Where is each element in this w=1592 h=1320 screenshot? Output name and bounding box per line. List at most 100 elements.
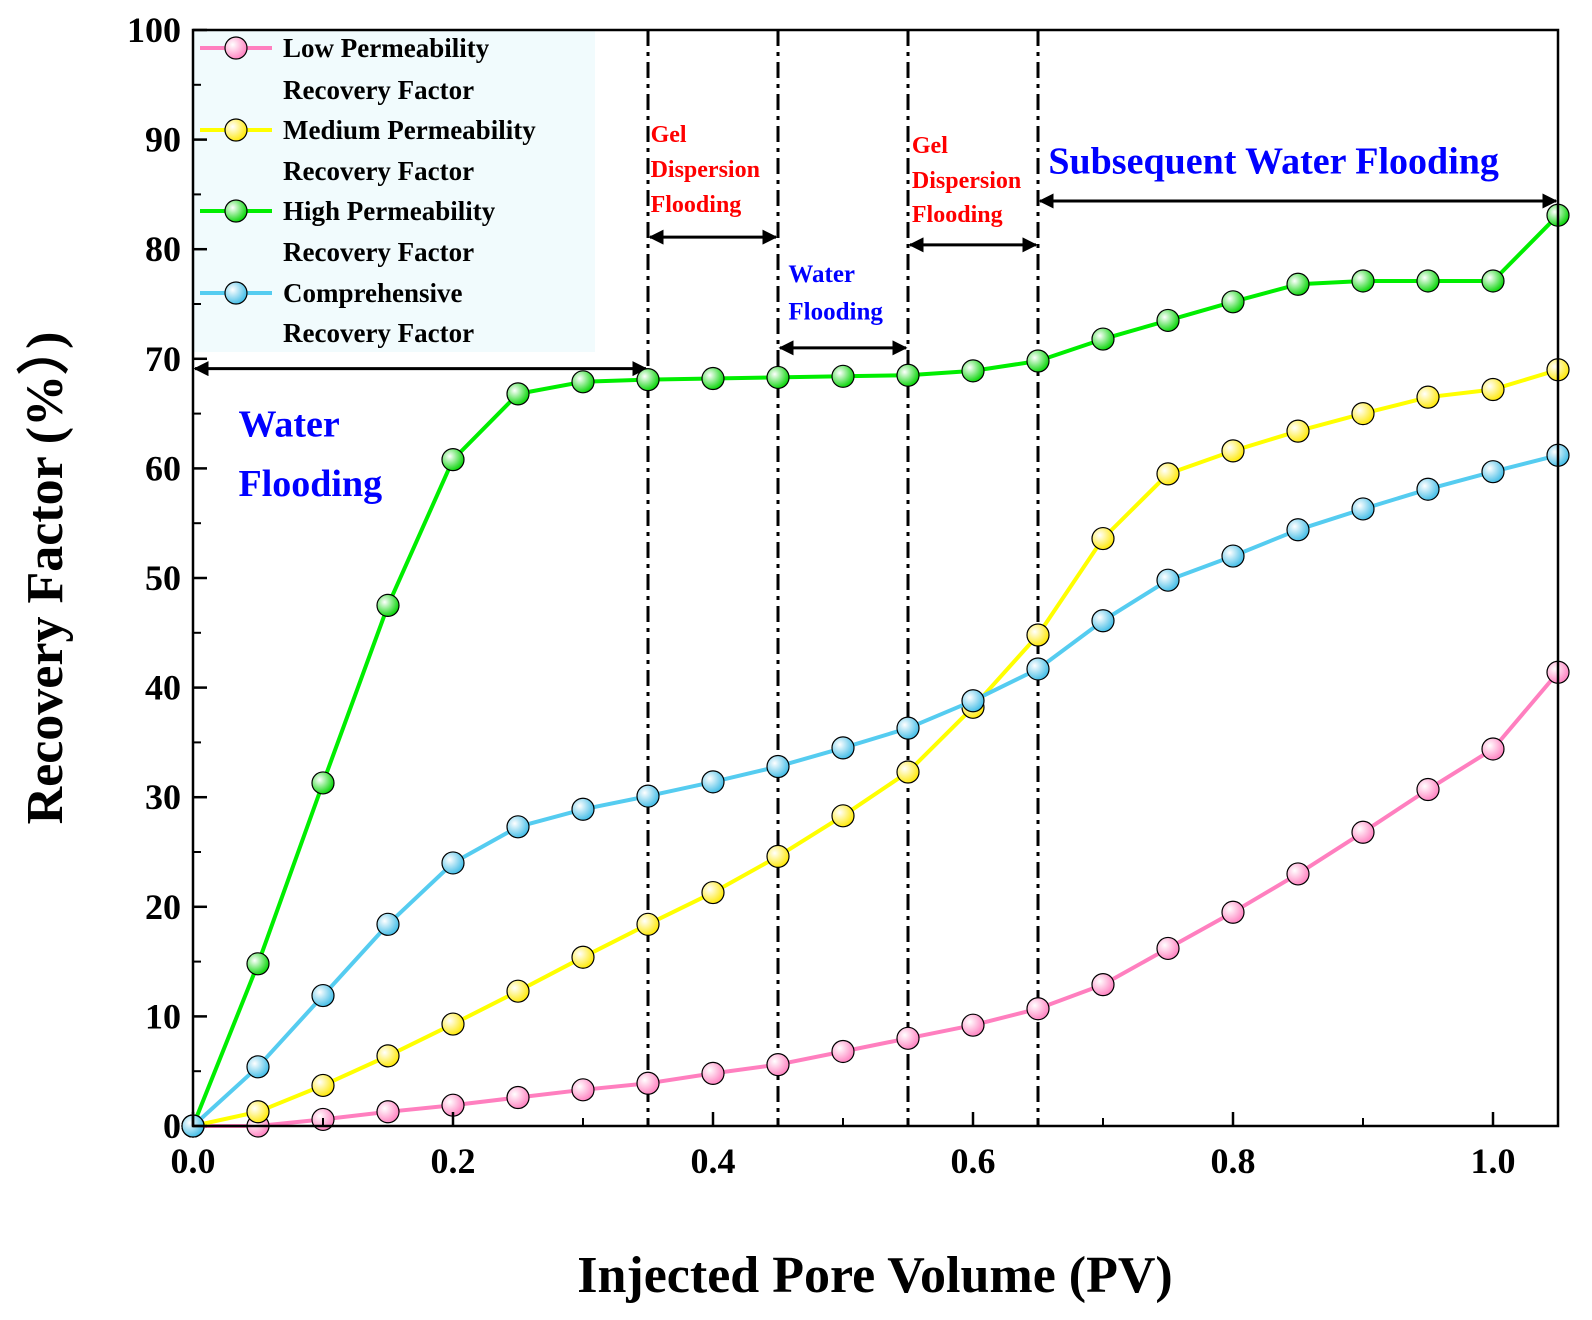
data-point xyxy=(441,1012,465,1036)
series-line xyxy=(193,671,1560,1128)
x-tick-label: 0.0 xyxy=(171,1141,216,1181)
data-point xyxy=(1026,623,1050,647)
data-point xyxy=(1221,290,1245,314)
data-point xyxy=(311,1073,335,1098)
data-point xyxy=(1156,568,1180,592)
data-point xyxy=(1351,269,1375,293)
y-tick-label: 30 xyxy=(145,777,181,817)
series-line xyxy=(191,453,1559,1128)
data-point xyxy=(506,1085,530,1110)
y-tick-label: 40 xyxy=(145,668,181,708)
data-point xyxy=(766,844,790,868)
legend-label: High Permeability xyxy=(283,196,496,226)
data-point xyxy=(896,363,920,387)
data-point xyxy=(636,368,660,392)
data-point xyxy=(1481,269,1505,293)
y-tick-label: 70 xyxy=(145,339,181,379)
data-point xyxy=(1286,419,1310,443)
data-point xyxy=(701,366,725,391)
legend-label: Comprehensive xyxy=(283,278,463,308)
legend-entry: Medium Permeability Recovery Factor xyxy=(200,115,536,186)
legend-label: Low Permeability xyxy=(283,33,490,63)
stage-boundaries xyxy=(646,30,1040,1126)
legend-label: Recovery Factor xyxy=(283,237,474,267)
data-point xyxy=(831,736,855,760)
data-point xyxy=(1156,462,1180,486)
legend-label: Medium Permeability xyxy=(283,115,536,145)
y-axis: 0 10 20 30 40 50 60 70 80 90 100 xyxy=(127,10,207,1146)
legend-label: Recovery Factor xyxy=(283,318,474,348)
legend-swatch-marker xyxy=(224,281,248,305)
data-point xyxy=(766,1053,790,1077)
data-point xyxy=(506,815,530,839)
data-point xyxy=(571,945,595,969)
annotation-gel-dispersion-2: Gel Dispersion Flooding xyxy=(912,133,1021,228)
data-point xyxy=(246,952,270,976)
data-point xyxy=(376,912,400,936)
y-tick-label: 90 xyxy=(145,120,181,160)
data-point xyxy=(571,797,595,821)
annotation-text: Flooding xyxy=(788,298,883,325)
x-tick-label: 0.2 xyxy=(431,1141,476,1181)
series-line xyxy=(192,367,1559,1128)
data-point xyxy=(1286,272,1310,296)
annotation-gel-dispersion-1: Gel Dispersion Flooding xyxy=(651,122,760,218)
y-tick-label: 0 xyxy=(163,1106,181,1146)
data-point xyxy=(506,382,530,406)
series-layer xyxy=(181,203,1570,1138)
x-tick-label: 0.6 xyxy=(951,1141,996,1181)
data-point xyxy=(1091,973,1115,997)
legend-label: Recovery Factor xyxy=(283,75,474,105)
x-axis: 0.0 0.2 0.4 0.6 0.8 1.0 xyxy=(171,1112,1516,1181)
y-tick-label: 10 xyxy=(145,996,181,1036)
y-axis-title: Recovery Factor (%）) xyxy=(16,332,74,825)
data-point xyxy=(1091,609,1115,633)
data-point xyxy=(571,370,595,394)
legend-entry: Comprehensive Recovery Factor xyxy=(200,278,474,348)
data-point xyxy=(766,754,790,779)
data-point xyxy=(571,1078,595,1102)
data-point xyxy=(1351,402,1375,426)
series-medium-permeability-recovery-factor xyxy=(181,358,1570,1138)
annotation-water-flooding-2: Water Flooding xyxy=(788,261,883,325)
annotation-text: Dispersion xyxy=(651,157,760,183)
data-point xyxy=(1351,497,1375,521)
y-tick-label: 20 xyxy=(145,887,181,927)
data-point xyxy=(1416,777,1440,802)
x-tick-label: 1.0 xyxy=(1471,1141,1516,1181)
series-comprehensive-recovery-factor xyxy=(181,443,1570,1138)
legend: Low Permeability Recovery Factor Medium Pe… xyxy=(200,33,536,348)
data-point xyxy=(246,1055,270,1079)
data-point xyxy=(1221,439,1245,463)
data-point xyxy=(376,1100,400,1124)
data-point xyxy=(831,804,855,828)
legend-swatch-marker xyxy=(224,199,248,223)
annotation-subsequent-water-flooding: Subsequent Water Flooding xyxy=(1048,141,1499,183)
data-point xyxy=(1221,900,1245,924)
data-point xyxy=(636,784,660,808)
data-point xyxy=(636,912,660,936)
data-point xyxy=(1091,526,1115,551)
data-point xyxy=(1286,518,1310,542)
data-point xyxy=(831,1039,855,1064)
annotation-text: Subsequent Water Flooding xyxy=(1048,141,1499,183)
x-tick-label: 0.8 xyxy=(1211,1141,1256,1181)
data-point xyxy=(766,365,790,390)
data-point xyxy=(1351,820,1375,844)
data-point xyxy=(311,983,335,1008)
data-point xyxy=(376,593,400,618)
data-point xyxy=(1416,269,1440,293)
y-tick-label: 100 xyxy=(127,10,181,50)
data-point xyxy=(961,689,985,713)
y-tick-label: 60 xyxy=(145,448,181,488)
data-point xyxy=(1416,477,1440,501)
annotation-text: Flooding xyxy=(239,463,383,505)
data-point xyxy=(701,770,725,794)
y-tick-label: 50 xyxy=(145,558,181,598)
data-point xyxy=(701,1061,725,1085)
data-point xyxy=(1221,544,1245,568)
data-point xyxy=(1481,377,1505,402)
data-point xyxy=(896,760,920,784)
data-point xyxy=(1416,385,1440,409)
